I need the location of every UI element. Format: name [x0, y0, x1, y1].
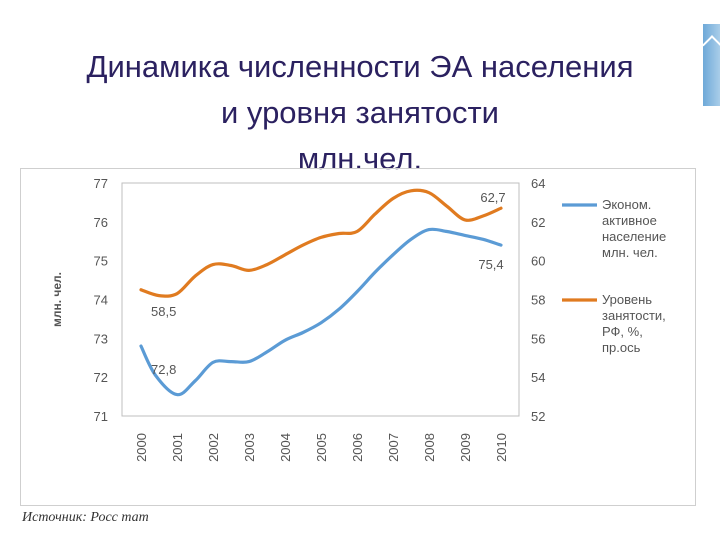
legend-label: млн. чел.: [602, 245, 658, 260]
chart: 71 72 73 74 75 76 77 52 54 56 58 60 62 64 млн. чел. 200…: [50, 176, 666, 462]
legend-label: Уровень: [602, 292, 652, 307]
legend-label: население: [602, 229, 666, 244]
x-tick-label: 2000: [134, 433, 149, 462]
y-tick-label: 72: [94, 370, 108, 385]
data-label: 58,5: [151, 304, 176, 319]
y-tick-label: 75: [94, 254, 108, 269]
y-tick-label: 77: [94, 176, 108, 191]
source-note: Источник: Росс тат: [22, 510, 149, 525]
y-tick-label: 71: [94, 409, 108, 424]
x-tick-label: 2007: [386, 433, 401, 462]
plot-area: [121, 182, 520, 417]
y2-tick-label: 58: [531, 293, 545, 308]
y-axis-title: млн. чел.: [50, 272, 64, 327]
x-tick-label: 2010: [494, 433, 509, 462]
y-tick-label: 76: [94, 215, 108, 230]
x-tick-label: 2003: [242, 433, 257, 462]
series-line-1: [139, 227, 503, 397]
x-tick-label: 2006: [350, 433, 365, 462]
series-line-2: [139, 188, 503, 298]
data-label: 62,7: [480, 190, 505, 205]
decorative-side-bar: [702, 24, 720, 106]
legend-label: занятости,: [602, 308, 666, 323]
title-line-1: Динамика численности ЭА населения: [86, 49, 634, 84]
slide-title: Динамика численности ЭА населения и уров…: [0, 44, 720, 182]
x-tick-label: 2004: [278, 433, 293, 462]
arrow-up-icon: [702, 35, 720, 55]
x-tick-label: 2001: [170, 433, 185, 462]
legend-label: пр.ось: [602, 340, 641, 355]
legend-label: РФ, %,: [602, 324, 643, 339]
legend-label: активное: [602, 213, 657, 228]
title-line-2: и уровня занятости: [220, 95, 500, 130]
data-label: 75,4: [478, 257, 503, 272]
y-tick-label: 73: [94, 331, 108, 346]
x-tick-label: 2009: [458, 433, 473, 462]
chart-frame: 71 72 73 74 75 76 77 52 54 56 58 60 62 64 млн. чел. 200…: [20, 168, 696, 506]
y-tick-label: 74: [94, 293, 108, 308]
x-tick-label: 2005: [314, 433, 329, 462]
x-tick-label: 2008: [422, 433, 437, 462]
y2-tick-label: 60: [531, 254, 545, 269]
y2-tick-label: 62: [531, 215, 545, 230]
x-tick-label: 2002: [206, 433, 221, 462]
data-label: 72,8: [151, 362, 176, 377]
y2-tick-label: 54: [531, 370, 545, 385]
y2-tick-label: 52: [531, 409, 545, 424]
legend-label: Эконом.: [602, 197, 651, 212]
y2-tick-label: 56: [531, 331, 545, 346]
title-line-3: млн.чел.: [297, 141, 423, 176]
y2-tick-label: 64: [531, 176, 545, 191]
